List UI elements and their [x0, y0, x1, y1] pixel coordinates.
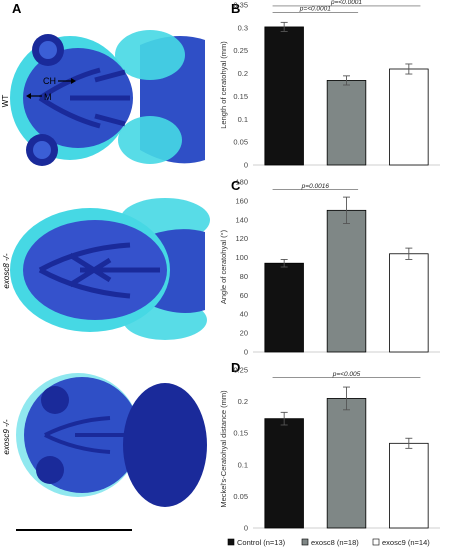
y-tick-label: 0.15 — [233, 92, 248, 101]
y-tick-label: 180 — [235, 178, 248, 187]
bar-exosc9 — [389, 442, 429, 529]
y-tick-label: 0.35 — [233, 1, 248, 10]
fish-fin — [115, 30, 185, 80]
bar-exosc8 — [326, 209, 367, 353]
y-tick-label: 0.05 — [233, 138, 248, 147]
fish-eye — [41, 386, 69, 414]
fish-eye — [36, 456, 64, 484]
annotation-ch-arrowhead — [71, 78, 76, 84]
y-axis-label: Meckel's-Ceratohyal distance (mm) — [219, 390, 228, 508]
p-value-label: p=<0.005 — [332, 371, 361, 378]
y-tick-label: 0.1 — [238, 460, 248, 469]
y-tick-label: 100 — [235, 253, 248, 262]
y-tick-label: 80 — [240, 272, 248, 281]
y-tick-label: 0.2 — [238, 397, 248, 406]
fish-image-exosc8 — [10, 198, 210, 340]
row-label-wt: WT — [1, 95, 10, 108]
fish-image-wt — [10, 30, 205, 166]
legend-label-control: Control (n=13) — [237, 538, 286, 547]
legend-label-exosc8: exosc8 (n=18) — [311, 538, 359, 547]
y-tick-label: 0.1 — [238, 115, 248, 124]
y-tick-label: 120 — [235, 234, 248, 243]
legend-label-exosc9: exosc9 (n=14) — [382, 538, 430, 547]
chart-b: 0 0.05 0.1 0.15 0.2 0.25 0.3 0.35 Length of cera… — [219, 0, 440, 170]
bar-exosc8 — [326, 80, 367, 166]
annotation-ch: CH — [43, 76, 56, 86]
fish-cartilage — [38, 242, 160, 299]
bar-control — [264, 262, 304, 353]
bar-control — [264, 26, 304, 166]
panel-letter-b: B — [231, 1, 240, 16]
chart-d: 0 0.05 0.1 0.15 0.2 0.25 Meckel's-Ceratohyal d… — [219, 366, 440, 533]
y-tick-label: 20 — [240, 329, 248, 338]
bar-control — [264, 418, 304, 529]
legend-swatch-exosc8 — [301, 538, 309, 546]
y-tick-label: 40 — [240, 310, 248, 319]
y-tick-label: 0 — [244, 524, 248, 533]
fish-cartilage — [44, 416, 125, 454]
y-axis-label: Angle of ceratohyal (°) — [219, 229, 228, 304]
bar-exosc9 — [389, 68, 429, 166]
legend: Control (n=13) exosc8 (n=18) exosc9 (n=1… — [227, 538, 430, 547]
fish-yolk — [123, 383, 207, 507]
y-tick-label: 0.15 — [233, 429, 248, 438]
panel-letter-d: D — [231, 360, 240, 375]
panel-letter-a: A — [12, 1, 22, 16]
y-tick-label: 0.25 — [233, 46, 248, 55]
y-tick-label: 0.25 — [233, 366, 248, 375]
y-tick-label: 160 — [235, 196, 248, 205]
y-tick-label: 0.05 — [233, 492, 248, 501]
y-tick-label: 60 — [240, 291, 248, 300]
legend-swatch-control — [227, 538, 235, 546]
fish-eye — [39, 41, 57, 59]
p-value-label: p=<0.0001 — [330, 0, 362, 6]
annotation-m-arrowhead — [26, 93, 31, 99]
row-label-exosc9: exosc9 -/- — [2, 419, 11, 454]
bar-exosc9 — [389, 253, 429, 353]
row-label-exosc8: exosc8 -/- — [2, 253, 11, 288]
y-tick-label: 0.2 — [238, 69, 248, 78]
panel-letter-c: C — [231, 178, 241, 193]
chart-c: 0 20 40 60 80 100 120 140 160 180 Angle of ceratoh… — [219, 178, 440, 357]
y-axis-label: Length of ceratohyal (mm) — [219, 41, 228, 129]
y-tick-label: 0 — [244, 348, 248, 357]
fish-image-exosc9 — [16, 373, 207, 507]
y-tick-label: 0.3 — [238, 23, 248, 32]
p-value-label: p=<0.0001 — [299, 6, 331, 13]
p-value-label: p=0.0016 — [301, 183, 330, 190]
fish-fin — [118, 116, 182, 164]
annotation-m: M — [44, 92, 52, 102]
y-tick-label: 140 — [235, 215, 248, 224]
legend-swatch-exosc9 — [372, 538, 380, 546]
fish-eye — [33, 141, 51, 159]
y-tick-label: 0 — [244, 161, 248, 170]
bar-exosc8 — [326, 398, 367, 529]
